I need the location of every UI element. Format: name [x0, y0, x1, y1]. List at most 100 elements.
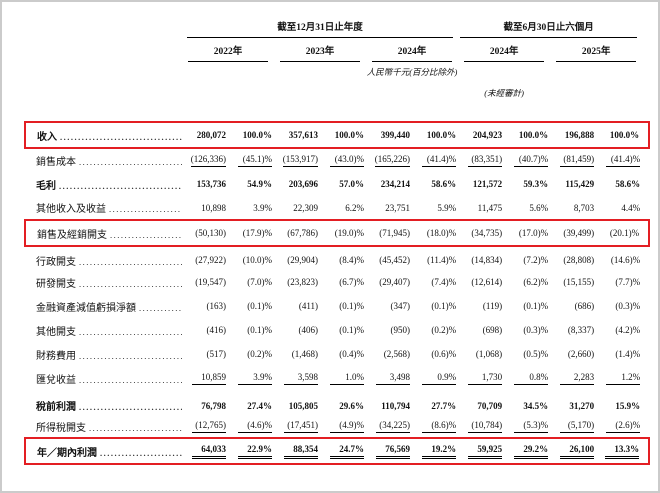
dot-leader: ........................................… — [59, 180, 182, 191]
table-body: 收入......................................… — [24, 121, 651, 465]
percent-cell: 13.3% — [596, 437, 651, 465]
cell-value: (347) — [390, 301, 411, 311]
cell-value: (17.9)% — [242, 228, 272, 238]
cell-value: (19.0)% — [334, 228, 364, 238]
cell-value: 15.9% — [615, 400, 641, 411]
cell-value: 57.0% — [339, 179, 364, 189]
amount-cell: (406) — [274, 318, 320, 342]
cell-value: (29,407) — [379, 277, 410, 287]
header-spacer — [458, 62, 649, 82]
cell-value: (41.4)% — [606, 154, 641, 167]
cell-value: (71,945) — [379, 228, 410, 238]
dot-leader: ........................................… — [79, 326, 182, 337]
header-spacer — [25, 14, 182, 38]
header-spacer — [25, 62, 366, 82]
amount-cell: (153,917) — [274, 148, 320, 172]
percent-cell: 22.9% — [228, 437, 274, 465]
cell-value: 3.9% — [238, 372, 272, 385]
cell-value: (2,660) — [567, 349, 595, 359]
cell-value: (0.5)% — [523, 349, 549, 359]
cell-value: 70,709 — [477, 400, 503, 411]
amount-cell: (686) — [550, 294, 596, 318]
cell-value: 29.2% — [514, 444, 549, 459]
cell-value: (8.4)% — [339, 255, 364, 265]
table-row: 其他開支....................................… — [25, 318, 649, 342]
row-label: 其他收入及收益 — [36, 204, 106, 215]
period-group-interim-label: 截至6月30日止六個月 — [460, 19, 638, 38]
amount-cell: (45,452) — [366, 246, 412, 270]
amount-cell: (8,337) — [550, 318, 596, 342]
cell-value: 4.4% — [621, 202, 641, 213]
percent-cell: 0.8% — [504, 366, 550, 390]
percent-cell: (0.1)% — [228, 318, 274, 342]
period-group-interim: 截至6月30日止六個月 — [458, 14, 649, 38]
cell-value: 22.9% — [238, 444, 272, 459]
percent-cell: 4.4% — [596, 196, 649, 220]
table-row: 金融資產減值虧損淨額..............................… — [25, 294, 649, 318]
amount-cell: (34,735) — [458, 219, 505, 247]
cell-value: 234,214 — [380, 179, 410, 189]
cell-value: (0.1)% — [339, 325, 364, 335]
amount-cell: (67,786) — [274, 219, 320, 247]
amount-cell: (165,226) — [366, 148, 412, 172]
table-row: 行政開支....................................… — [25, 246, 649, 270]
row-label-cell: 年／期內利潤..................................… — [24, 437, 182, 465]
cell-value: 6.2% — [345, 202, 364, 213]
amount-cell: (1,068) — [458, 342, 504, 366]
cell-value: 100.0% — [334, 130, 364, 140]
percent-cell: 100.0% — [228, 121, 274, 149]
percent-cell: (4.9)% — [320, 414, 366, 438]
amount-cell: 110,794 — [366, 390, 412, 414]
row-label-cell: 行政開支....................................… — [25, 246, 182, 270]
amount-cell: 8,703 — [550, 196, 596, 220]
year-column-2025-interim: 2025年 — [550, 38, 649, 62]
cell-value: 115,429 — [565, 179, 595, 189]
cell-value: 24.7% — [330, 444, 364, 459]
cell-value: 0.9% — [422, 372, 457, 385]
cell-value: 29.6% — [339, 400, 364, 411]
cell-value: (40.7)% — [514, 154, 549, 167]
cell-value: (45,452) — [379, 255, 410, 265]
percent-cell: 5.6% — [504, 196, 550, 220]
amount-cell: (15,155) — [550, 270, 596, 294]
percent-cell: 54.9% — [228, 172, 274, 196]
percent-cell: 100.0% — [412, 121, 459, 149]
percent-cell: (19.0)% — [320, 219, 366, 247]
header-gap — [25, 104, 649, 122]
year-column-2022: 2022年 — [182, 38, 274, 62]
cell-value: (0.1)% — [247, 301, 272, 311]
amount-cell: (27,922) — [182, 246, 228, 270]
cell-value: 58.6% — [431, 179, 457, 189]
cell-value: (17.0)% — [518, 228, 549, 238]
percent-cell: (14.6)% — [596, 246, 649, 270]
cell-value: 357,613 — [288, 130, 318, 140]
percent-cell: 19.2% — [412, 437, 459, 465]
percent-cell: 29.2% — [504, 437, 551, 465]
cell-value: (0.2)% — [431, 325, 457, 335]
year-column-2024: 2024年 — [366, 38, 458, 62]
cell-value: (119) — [482, 301, 503, 311]
cell-value: 399,440 — [380, 130, 410, 140]
cell-value: (17,451) — [284, 420, 318, 433]
amount-cell: 153,736 — [182, 172, 228, 196]
period-group-annual: 截至12月31日止年度 — [182, 14, 458, 38]
cell-value: 0.8% — [514, 372, 549, 385]
cell-value: (698) — [482, 325, 503, 335]
percent-cell: 100.0% — [504, 121, 551, 149]
percent-cell: 58.6% — [412, 172, 458, 196]
amount-cell: (81,459) — [550, 148, 596, 172]
amount-cell: (12,614) — [458, 270, 504, 294]
cell-value: 58.6% — [615, 179, 641, 189]
dot-leader: ........................................… — [79, 256, 182, 267]
cell-value: (2.6)% — [606, 420, 641, 433]
amount-cell: 11,475 — [458, 196, 504, 220]
amount-cell: 196,888 — [550, 121, 597, 149]
row-label: 銷售及經銷開支 — [37, 229, 107, 241]
cell-value: 196,888 — [564, 130, 595, 140]
amount-cell: (50,130) — [182, 219, 228, 247]
header-spacer — [25, 38, 182, 62]
percent-cell: 100.0% — [320, 121, 366, 149]
cell-value: (18.0)% — [426, 228, 457, 238]
cell-value: (126,336) — [190, 154, 226, 167]
amount-cell: (83,351) — [458, 148, 504, 172]
